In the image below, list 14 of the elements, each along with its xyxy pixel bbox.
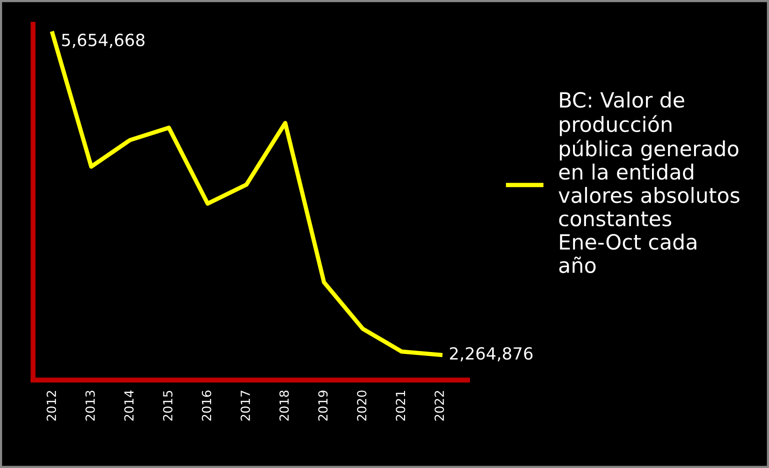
- data-label: 2,264,876: [450, 347, 533, 362]
- x-tick-label: 2016: [202, 390, 212, 421]
- legend-label: BC: Valor de producción pública generado en la entidad valores absolutos constantes Ene-Oct cada año: [558, 92, 740, 274]
- data-label: 5,654,668: [62, 34, 144, 48]
- x-tick-label: 2012: [46, 390, 56, 421]
- x-tick-label: 2020: [356, 390, 366, 421]
- x-tick-label: 2022: [434, 390, 444, 421]
- x-tick-label: 2021: [396, 390, 406, 421]
- x-tick-label: 2013: [85, 390, 95, 421]
- x-tick-label: 2015: [163, 390, 172, 421]
- x-tick-label: 2017: [240, 390, 250, 421]
- x-tick-label: 2018: [279, 390, 289, 421]
- x-tick-label: 2014: [124, 390, 134, 421]
- x-tick-label: 2019: [318, 390, 328, 421]
